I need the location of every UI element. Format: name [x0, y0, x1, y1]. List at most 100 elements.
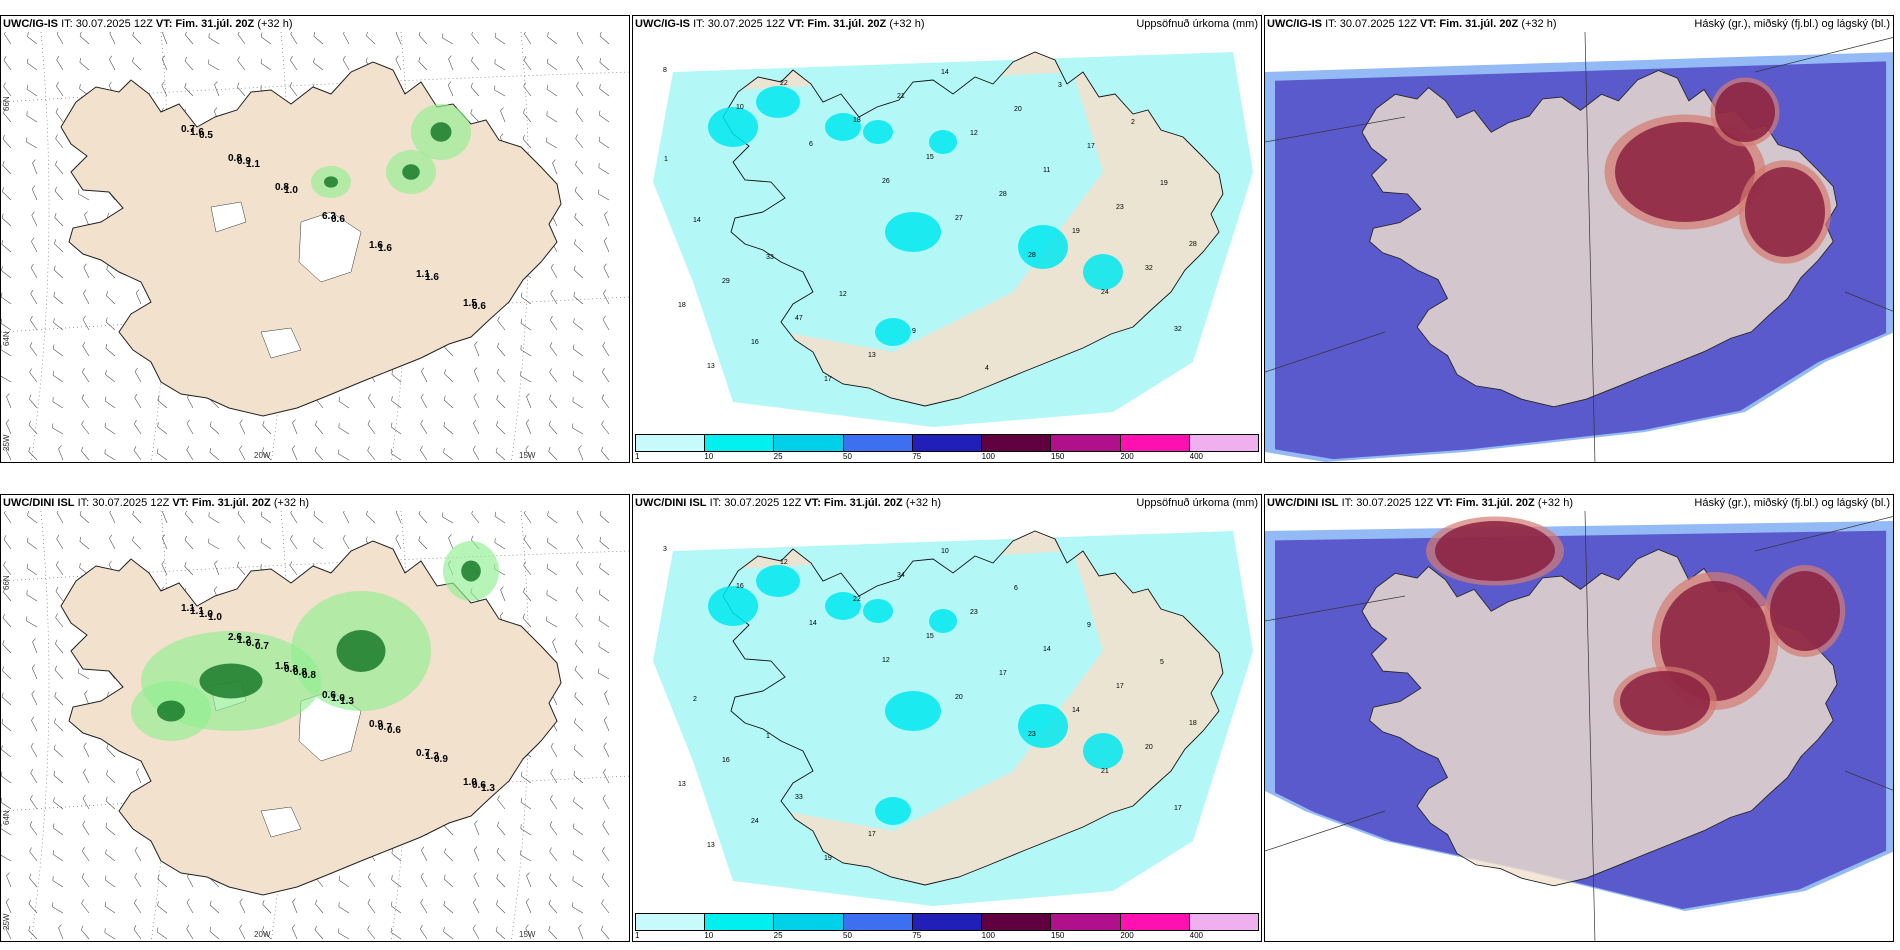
wind-barb	[603, 768, 610, 784]
precip-cell	[756, 565, 800, 597]
wind-barb	[237, 82, 246, 97]
graticule	[1265, 595, 1406, 622]
wind-barb	[525, 898, 532, 914]
wind-barb	[82, 794, 90, 810]
colorbar-swatch	[843, 914, 913, 930]
wind-barb	[186, 898, 194, 914]
precip-value: 18	[853, 117, 861, 124]
wind-barb	[186, 419, 194, 435]
wind-barb	[573, 744, 584, 758]
high-cloud	[1620, 671, 1710, 731]
precip-value: 13	[678, 781, 686, 788]
colorbar-swatch	[912, 914, 983, 930]
wind-barb	[214, 81, 220, 97]
wind-barb	[289, 561, 298, 576]
colorbar-tick: 75	[912, 931, 922, 940]
wind-barb	[29, 847, 38, 862]
wind-barb	[58, 924, 64, 940]
wind-barb	[1, 718, 12, 732]
wind-value: 0.6	[472, 780, 486, 791]
precip-value: 17	[868, 831, 876, 838]
wind-barb	[52, 876, 64, 888]
wind-barb	[78, 189, 90, 201]
wind-barb	[3, 56, 12, 71]
precip-panel-bottom: UWC/DINI ISL IT: 30.07.2025 12Z VT: Fim.…	[632, 494, 1262, 942]
wind-value: 1.1	[190, 606, 204, 617]
wind-barb	[598, 110, 610, 123]
precip-value: 16	[736, 583, 744, 590]
wind-value: 0.7	[246, 638, 260, 649]
wind-value: 1.6	[369, 240, 383, 251]
precip-core	[157, 700, 185, 722]
wind-barb	[443, 900, 454, 914]
wind-barb	[52, 823, 64, 836]
wind-barb	[550, 263, 558, 279]
wind-value: 1.1	[246, 159, 260, 170]
wind-value: 1.6	[190, 127, 204, 138]
wind-barb	[496, 847, 506, 862]
high-cloud	[1770, 571, 1840, 651]
wind-barb	[79, 536, 90, 550]
wind-barb	[29, 394, 38, 409]
wind-barb	[109, 511, 116, 524]
colorbar-tick: 25	[773, 931, 783, 940]
wind-barb	[418, 57, 428, 71]
wind-barb	[237, 511, 246, 524]
wind-barb	[524, 32, 532, 45]
precip-value: 9	[1087, 622, 1091, 629]
colorbar-swatch	[1189, 435, 1258, 451]
wind-barb	[572, 344, 584, 357]
wind-barb	[292, 898, 298, 914]
wind-barb	[54, 186, 64, 201]
wind-barb	[471, 32, 480, 45]
wind-barb	[500, 107, 506, 123]
wind-barb	[342, 534, 350, 550]
wind-barb	[105, 370, 116, 383]
wind-barb	[496, 900, 506, 914]
wind-value: 0.9	[369, 719, 383, 730]
precip-value: 21	[897, 93, 905, 100]
wind-barb	[52, 423, 64, 435]
precip-value: 6	[809, 141, 813, 148]
precip-value: 24	[1101, 289, 1109, 296]
wind-barb	[79, 32, 90, 45]
wind-barb	[55, 613, 64, 628]
wind-barb	[106, 744, 116, 758]
colorbar-swatch	[636, 435, 706, 451]
wind-barb	[106, 291, 116, 305]
precip-value: 10	[941, 548, 949, 555]
wind-barb	[472, 445, 480, 461]
wind-barb	[598, 136, 610, 149]
precip-cell	[1018, 704, 1068, 748]
wind-barb	[603, 263, 610, 279]
precip-value: 9	[912, 328, 916, 335]
wind-barb	[550, 768, 558, 784]
graticule	[1584, 32, 1596, 462]
wind-barb	[575, 134, 584, 149]
colorbar-swatch	[774, 435, 844, 451]
wind-barb	[161, 81, 168, 97]
wind-value: 0.9	[434, 754, 448, 765]
wind-barb	[81, 873, 90, 888]
wind-barb	[548, 926, 558, 940]
wind-value: 0.8	[275, 182, 289, 193]
precip-value: 22	[780, 80, 788, 87]
wind-barb	[26, 563, 38, 576]
wind-barb	[27, 32, 38, 45]
wind-value: 2.6	[228, 632, 242, 643]
wind-barb	[239, 898, 246, 914]
wind-barb	[84, 211, 90, 227]
wind-barb	[522, 134, 532, 149]
high-cloud	[1745, 167, 1825, 257]
wind-barb	[55, 134, 64, 149]
wind-barb	[81, 899, 90, 914]
wind-barb	[290, 535, 298, 550]
lat-label: 64N	[2, 810, 11, 825]
wind-barb	[237, 561, 246, 576]
wind-barb	[134, 899, 142, 914]
wind-barb	[421, 846, 428, 862]
colorbar-ticks: 1 10 25 50 75 100 150 200 400	[635, 931, 1259, 941]
lon-label: 15W	[519, 930, 536, 939]
wind-barb	[601, 420, 610, 435]
wind-barb	[109, 32, 116, 45]
